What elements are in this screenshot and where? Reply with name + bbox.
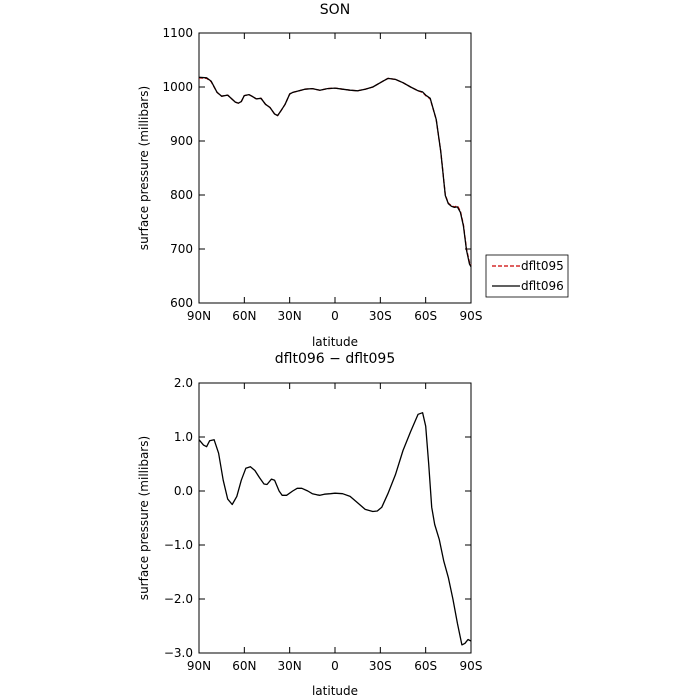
- bottom-chart-x-axis-title: latitude: [312, 684, 358, 698]
- top-chart-series: [198, 76, 472, 268]
- top-chart-y-ticks: 600 700 800 900 1000 1100: [162, 26, 471, 310]
- x-tick-label: 30N: [278, 659, 302, 673]
- series-line-0: [198, 412, 472, 646]
- series-line-dflt096: [198, 76, 472, 268]
- y-tick-label: 1100: [162, 26, 193, 40]
- y-tick-label: −2.0: [164, 592, 193, 606]
- bottom-chart-series: [198, 412, 472, 646]
- x-tick-label: 90S: [460, 659, 483, 673]
- legend: dflt095 dflt096: [485, 254, 569, 298]
- x-tick-label: 90N: [187, 659, 211, 673]
- top-chart-plot-frame: [198, 32, 472, 304]
- y-tick-label: 2.0: [174, 376, 193, 390]
- bottom-chart-plot-frame: [198, 382, 472, 654]
- bottom-chart-title: dflt096 − dflt095: [275, 351, 395, 367]
- x-tick-label: 60S: [414, 659, 437, 673]
- x-tick-label: 60N: [232, 659, 256, 673]
- y-tick-label: 0.0: [174, 484, 193, 498]
- top-chart-y-axis-title: surface pressure (millibars): [137, 86, 151, 250]
- legend-box: [485, 254, 569, 298]
- x-tick-label: 30S: [369, 309, 392, 323]
- series-line-dflt095: [198, 77, 472, 266]
- x-tick-label: 30N: [278, 309, 302, 323]
- y-tick-label: −3.0: [164, 646, 193, 660]
- x-tick-label: 30S: [369, 659, 392, 673]
- y-tick-label: 1000: [162, 80, 193, 94]
- top-chart-x-axis-title: latitude: [312, 335, 358, 349]
- y-tick-label: 900: [170, 134, 193, 148]
- bottom-chart-x-ticks: 90N 60N 30N 0 30S 60S 90S: [187, 383, 483, 673]
- y-tick-label: 600: [170, 296, 193, 310]
- y-tick-label: 800: [170, 188, 193, 202]
- x-tick-label: 0: [331, 659, 339, 673]
- x-tick-label: 90N: [187, 309, 211, 323]
- top-chart-title: SON: [320, 2, 350, 18]
- y-tick-label: 1.0: [174, 430, 193, 444]
- y-tick-label: 700: [170, 242, 193, 256]
- bottom-chart: dflt096 − dflt095 −3.0−2.0−1.00.01.02.0 …: [137, 351, 482, 698]
- x-tick-label: 60N: [232, 309, 256, 323]
- x-tick-label: 60S: [414, 309, 437, 323]
- bottom-chart-y-axis-title: surface pressure (millibars): [137, 436, 151, 600]
- x-tick-label: 90S: [460, 309, 483, 323]
- y-tick-label: −1.0: [164, 538, 193, 552]
- legend-label-dflt095: dflt095: [521, 259, 564, 273]
- bottom-chart-y-ticks: −3.0 −2.0 −1.0 0.0 1.0 2.0: [164, 376, 471, 660]
- legend-label-dflt096: dflt096: [521, 279, 564, 293]
- x-tick-label: 0: [331, 309, 339, 323]
- top-chart-x-ticks: 90N 60N 30N 0 30S 60S 90S: [187, 33, 483, 323]
